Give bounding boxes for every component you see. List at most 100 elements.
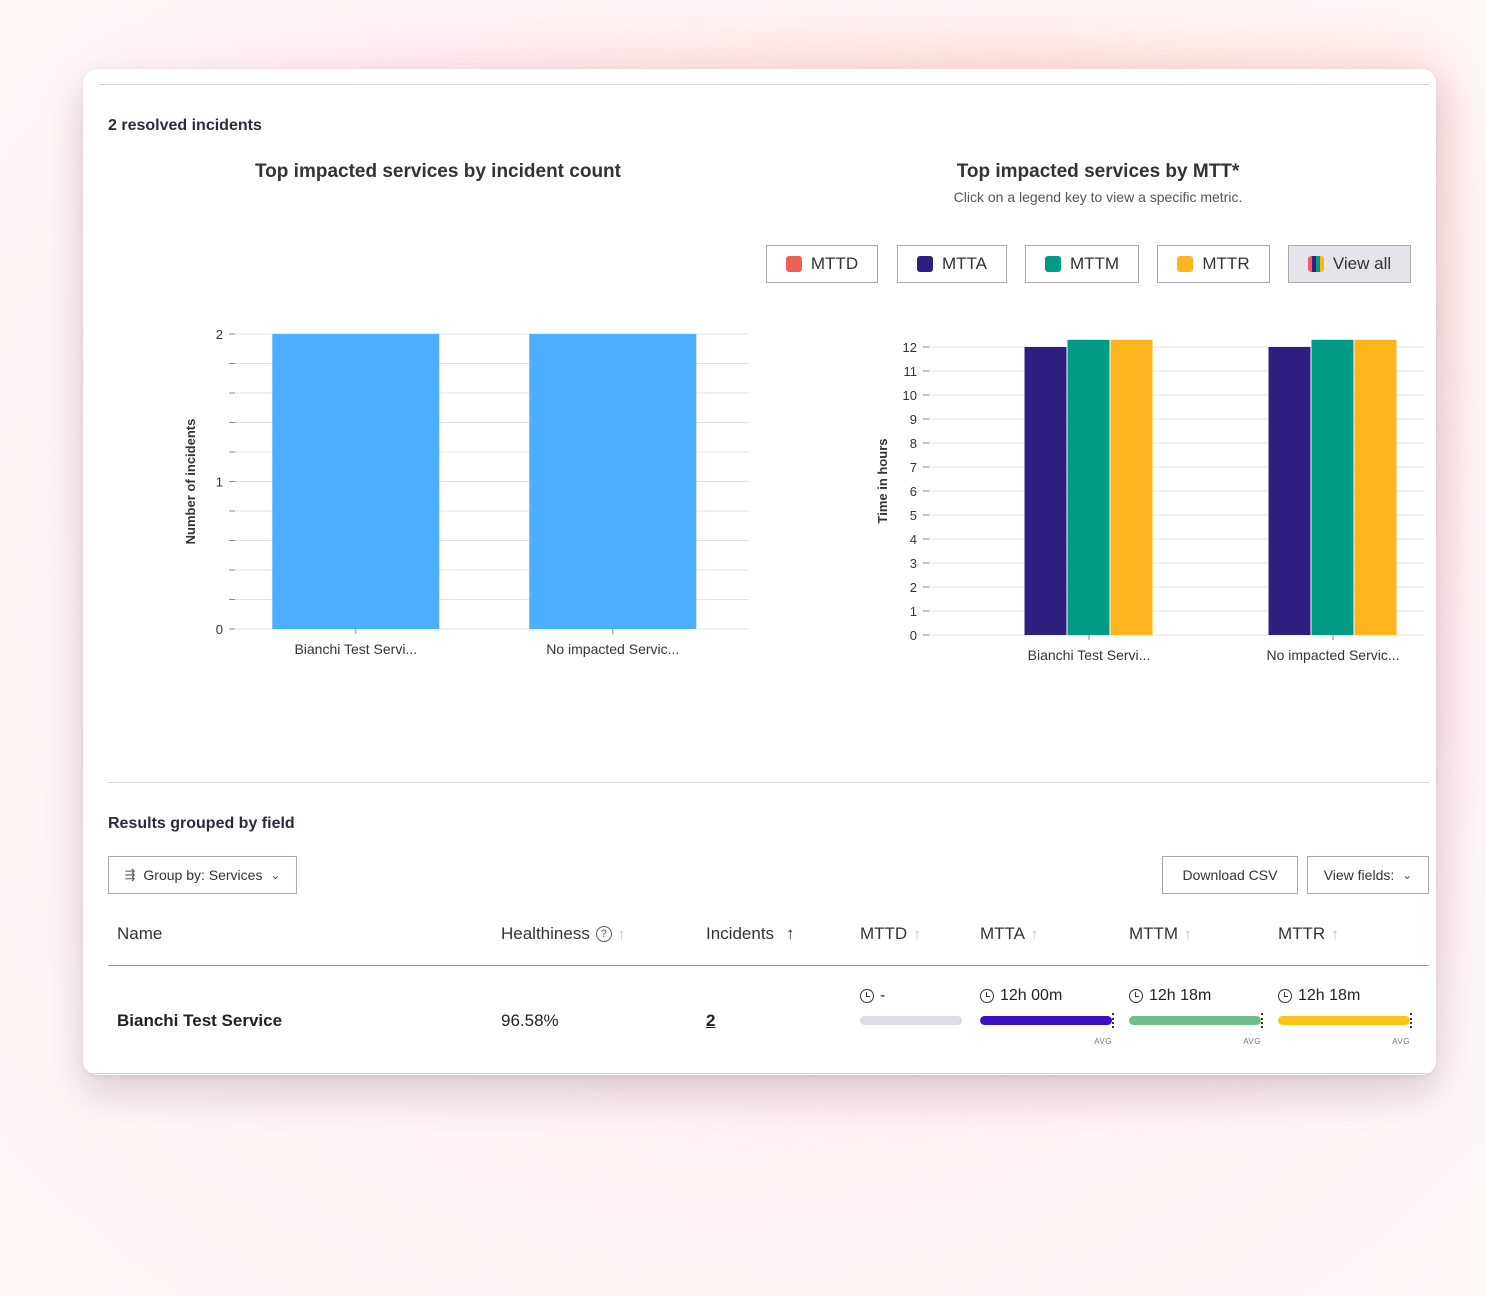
y-tick-label: 9 [910, 412, 917, 427]
sort-arrow-icon[interactable]: ↑ [1184, 925, 1192, 943]
legend-label: MTTA [941, 254, 987, 273]
bar [529, 334, 697, 629]
sort-arrow-icon[interactable]: ↑ [617, 925, 626, 943]
mttm-cell: 12h 18m AVG [1129, 987, 1263, 1046]
sliders-icon: ⇶ [124, 867, 136, 882]
column-header-name[interactable]: Name [117, 924, 162, 944]
legend-mtta-button[interactable]: MTTA [897, 245, 1007, 283]
download-csv-label: Download CSV [1182, 867, 1278, 883]
y-tick-label: 2 [216, 327, 223, 342]
y-tick-label: 5 [910, 508, 917, 523]
help-icon[interactable]: ? [595, 926, 612, 942]
column-header-incidents[interactable]: Incidents ↑ [706, 924, 795, 944]
download-csv-button[interactable]: Download CSV [1162, 856, 1298, 894]
bar-mtta [1268, 347, 1311, 635]
report-card: 2 resolved incidents Top impacted servic… [83, 69, 1436, 1075]
bar-mttr [1110, 339, 1153, 635]
column-label: MTTR [1278, 924, 1326, 943]
avg-label: AVG [1243, 1037, 1261, 1046]
divider [108, 782, 1429, 783]
avg-label: AVG [1094, 1037, 1112, 1046]
mttd-value: - [880, 987, 886, 1004]
legend-mttm-button[interactable]: MTTM [1025, 245, 1139, 283]
column-header-mttm[interactable]: MTTM ↑ [1129, 924, 1192, 944]
mttm-value: 12h 18m [1149, 987, 1212, 1004]
group-by-dropdown[interactable]: ⇶ Group by: Services ⌄ [108, 856, 297, 894]
y-tick-label: 6 [910, 484, 917, 499]
sort-arrow-icon[interactable]: ↑ [786, 924, 795, 943]
mttd-bar [860, 1016, 962, 1025]
legend-view-all-button[interactable]: View all [1288, 245, 1411, 283]
results-title: Results grouped by field [108, 815, 295, 832]
x-tick-label: Bianchi Test Servi... [1028, 647, 1151, 663]
column-label: Healthiness [501, 924, 590, 943]
legend-label: MTTM [1069, 254, 1120, 273]
mtta-cell: 12h 00m AVG [980, 987, 1114, 1046]
view-all-swatch [1307, 256, 1324, 272]
column-label: MTTD [860, 924, 908, 943]
legend-mttr-button[interactable]: MTTR [1157, 245, 1270, 283]
sort-arrow-icon[interactable]: ↑ [913, 925, 921, 943]
legend-mttd-button[interactable]: MTTD [766, 245, 878, 283]
mttm-swatch [1044, 256, 1061, 272]
column-label: Incidents [706, 924, 775, 943]
avg-label: AVG [1392, 1037, 1410, 1046]
y-tick-label: 11 [904, 364, 918, 379]
chart-title-incident-count: Top impacted services by incident count [254, 161, 621, 182]
y-tick-label: 7 [910, 460, 917, 475]
y-tick-label: 1 [910, 604, 917, 619]
service-name-link[interactable]: Bianchi Test Service [117, 1011, 283, 1030]
view-fields-dropdown[interactable]: View fields: ⌄ [1307, 856, 1429, 894]
healthiness-value: 96.58% [501, 1011, 559, 1030]
mttd-cell: - [860, 987, 962, 1025]
y-tick-label: 10 [903, 388, 917, 403]
column-label: MTTA [980, 924, 1026, 943]
bar-mttr [1354, 339, 1397, 635]
y-axis-label: Number of incidents [183, 419, 198, 545]
mttr-bar [1278, 1013, 1412, 1028]
clock-icon [980, 989, 994, 1003]
view-fields-label: View fields: [1323, 867, 1395, 883]
incident-count-chart: 0 1 2 Number of incidents Bianchi Test Servi… [183, 327, 749, 657]
y-tick-label: 0 [910, 628, 917, 643]
y-tick-label: 8 [910, 436, 917, 451]
avg-marker [1112, 1013, 1114, 1028]
divider [83, 1073, 1436, 1074]
bar [272, 334, 440, 629]
column-label: Name [117, 924, 163, 943]
column-header-healthiness[interactable]: Healthiness ? ↑ [501, 924, 625, 944]
y-tick-label: 3 [910, 556, 917, 571]
legend-label: View all [1332, 254, 1392, 273]
y-tick-label: 0 [216, 622, 223, 637]
y-tick-label: 4 [910, 532, 917, 547]
column-header-mttd[interactable]: MTTD ↑ [860, 924, 921, 944]
avg-marker [1410, 1013, 1412, 1028]
clock-icon [1278, 989, 1292, 1003]
bar-mttm [1311, 339, 1354, 635]
column-header-mttr[interactable]: MTTR ↑ [1278, 924, 1339, 944]
mttr-value: 12h 18m [1298, 987, 1361, 1004]
y-axis-label: Time in hours [875, 439, 890, 524]
x-tick-label: Bianchi Test Servi... [294, 641, 417, 657]
mttr-swatch [1177, 256, 1194, 272]
column-header-mtta[interactable]: MTTA ↑ [980, 924, 1039, 944]
mttd-swatch [785, 256, 802, 272]
clock-icon [1129, 989, 1143, 1003]
divider [99, 84, 1429, 85]
y-tick-label: 2 [910, 580, 917, 595]
sort-arrow-icon[interactable]: ↑ [1031, 925, 1039, 943]
y-tick-label: 1 [216, 475, 223, 490]
group-by-label: Group by: Services [143, 867, 263, 883]
incidents-count-link[interactable]: 2 [706, 1011, 716, 1030]
mtta-bar [980, 1013, 1114, 1028]
sort-arrow-icon[interactable]: ↑ [1331, 925, 1339, 943]
mttm-bar [1129, 1013, 1263, 1028]
legend-label: MTTD [810, 254, 859, 273]
y-tick-label: 12 [903, 340, 917, 355]
x-tick-label: No impacted Servic... [546, 641, 679, 657]
x-tick-label: No impacted Servic... [1266, 647, 1399, 663]
mttr-cell: 12h 18m AVG [1278, 987, 1412, 1046]
divider [108, 965, 1429, 966]
chevron-down-icon: ⌄ [270, 868, 281, 882]
